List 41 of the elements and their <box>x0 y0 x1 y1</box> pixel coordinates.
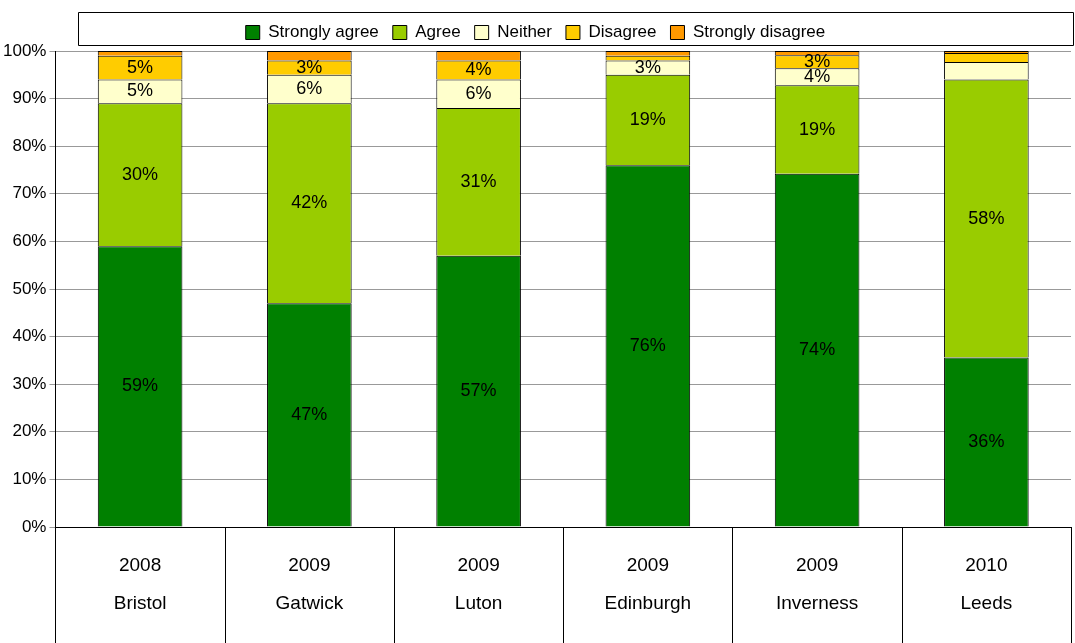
data-label: 36% <box>968 430 1005 451</box>
data-label: 58% <box>968 207 1005 228</box>
data-label: 6% <box>296 78 323 99</box>
data-label: 3% <box>634 56 661 77</box>
x-tick-label: 2009 Luton <box>454 554 503 614</box>
y-tick-label: 80% <box>12 135 47 155</box>
data-label: 76% <box>629 334 666 355</box>
y-tick-label: 70% <box>12 183 47 203</box>
data-label: 4% <box>465 59 492 80</box>
y-tick-label: 40% <box>12 326 47 346</box>
y-tick-label: 0% <box>21 516 47 536</box>
legend-label: Strongly disagree <box>692 22 826 42</box>
y-tick-label: 10% <box>12 469 47 489</box>
x-tick-label: 2009 Edinburgh <box>604 554 692 614</box>
data-label: 74% <box>799 339 836 360</box>
data-label: 5% <box>127 56 154 77</box>
y-tick-label: 50% <box>12 278 47 298</box>
data-label: 5% <box>127 80 154 101</box>
legend-label: Disagree <box>588 22 657 42</box>
legend-label: Strongly agree <box>268 22 379 42</box>
y-tick-label: 20% <box>12 421 47 441</box>
data-label: 42% <box>291 192 328 213</box>
data-label: 3% <box>296 56 323 77</box>
y-tick-label: 100% <box>3 40 47 60</box>
data-label: 6% <box>465 82 492 103</box>
x-tick-label: 2009 Inverness <box>775 554 859 614</box>
legend-label: Neither <box>497 22 553 42</box>
x-tick-label: 2009 Gatwick <box>275 554 344 614</box>
data-label: 30% <box>122 163 159 184</box>
legend-label: Agree <box>415 22 461 42</box>
data-label: 57% <box>460 380 497 401</box>
data-label: 19% <box>629 108 666 129</box>
y-tick-label: 60% <box>12 231 47 251</box>
data-label: 59% <box>122 375 159 396</box>
x-tick-label: 2008 Bristol <box>113 554 167 614</box>
x-tick-label: 2010 Leeds <box>960 554 1013 614</box>
y-tick-label: 90% <box>12 88 47 108</box>
data-label: 31% <box>460 170 497 191</box>
y-tick-label: 30% <box>12 373 47 393</box>
data-label: 47% <box>291 403 328 424</box>
data-label: 19% <box>799 118 836 139</box>
